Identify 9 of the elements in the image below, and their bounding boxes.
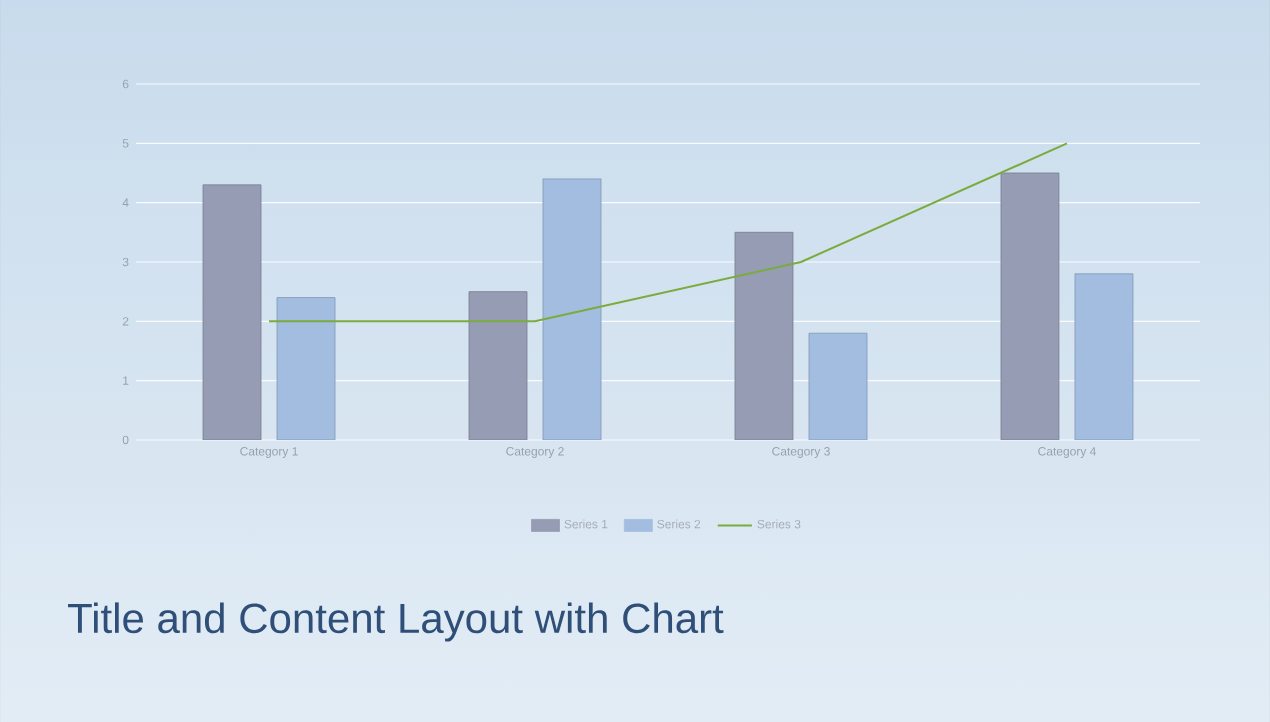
bar: [1000, 172, 1060, 440]
bar: [1074, 273, 1134, 440]
text: Title and Content Layout with Chart: [68, 602, 724, 642]
bar: [542, 178, 602, 440]
bar: [808, 332, 868, 440]
bar: [734, 231, 794, 440]
bar: [276, 297, 336, 440]
bar: [468, 291, 528, 440]
bar: [202, 184, 262, 440]
